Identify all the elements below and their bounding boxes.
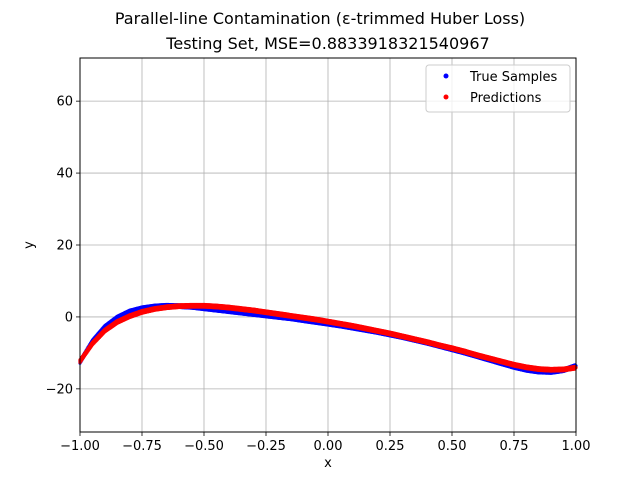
y-tick-label: 0 — [65, 310, 73, 325]
series-1 — [78, 302, 578, 373]
legend-marker-true-samples — [443, 73, 449, 79]
legend-label-predictions: Predictions — [470, 91, 542, 106]
x-tick-label: −0.50 — [184, 439, 224, 454]
grid — [79, 58, 577, 432]
x-tick-label: 0.50 — [438, 439, 467, 454]
y-tick-label: −20 — [46, 382, 73, 397]
x-tick-label: −0.75 — [122, 439, 162, 454]
x-tick-label: −0.25 — [246, 439, 286, 454]
y-tick-label: 40 — [56, 167, 73, 182]
legend-box — [425, 64, 571, 113]
x-axis-label: x — [324, 456, 332, 471]
x-tick-label: 1.00 — [562, 439, 591, 454]
series-layer — [78, 302, 578, 375]
chart-title: Parallel-line Contamination (ε-trimmed H… — [115, 9, 525, 28]
x-tick-label: 0.75 — [500, 439, 529, 454]
legend-marker-predictions — [443, 94, 449, 100]
x-tick-label: 0.25 — [376, 439, 405, 454]
legend-label-true-samples: True Samples — [469, 70, 557, 85]
legend: True Samples Predictions — [425, 64, 571, 113]
x-tick-label: −1.00 — [60, 439, 100, 454]
y-tick-label: 20 — [56, 239, 73, 254]
chart-subtitle: Testing Set, MSE=0.8833918321540967 — [165, 34, 489, 53]
x-tick-label: 0.00 — [314, 439, 343, 454]
ticks: −1.00 −0.75 −0.50 −0.25 0.00 0.25 0.50 0.75 1.00… — [46, 95, 591, 454]
y-tick-label: 60 — [56, 95, 73, 110]
y-axis-label: y — [22, 241, 37, 249]
